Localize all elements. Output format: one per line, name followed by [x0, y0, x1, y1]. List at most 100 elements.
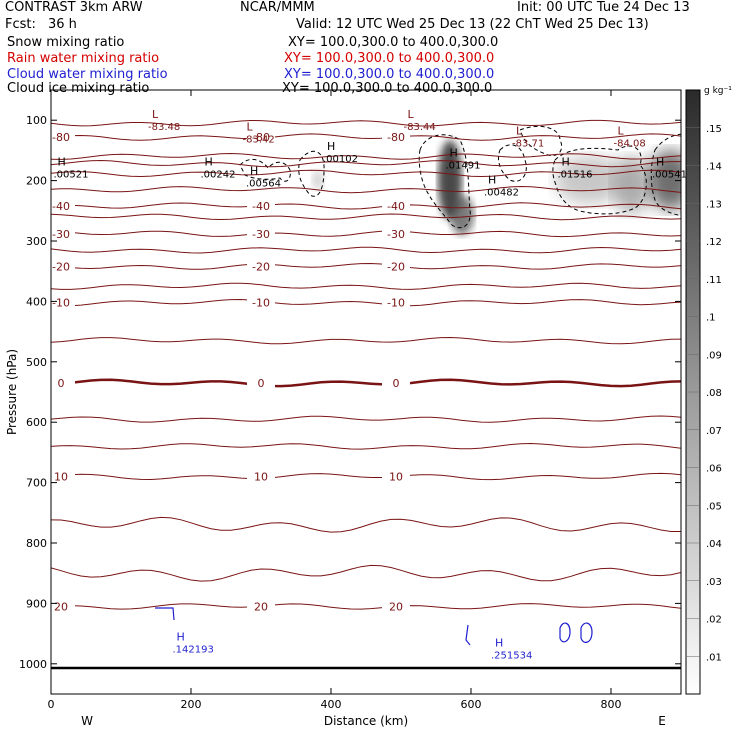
terrain-lines [51, 607, 681, 670]
y-tick-label: 100 [26, 114, 47, 127]
isotherm-line [51, 472, 681, 481]
isotherm-label-bg [382, 227, 410, 240]
extremum-kind: L [152, 108, 159, 121]
isotherm-label-bg [382, 296, 410, 309]
isotherm-label-bg [247, 296, 275, 309]
x-tick-label: 200 [181, 698, 202, 711]
isotherm-label-bg [51, 199, 75, 212]
isotherm-label-bg [51, 227, 75, 240]
west-label: W [81, 714, 93, 728]
isotherm-label-bg [382, 260, 410, 273]
extremum-value: .00102 [323, 154, 358, 165]
isotherm-label: -20 [252, 260, 270, 273]
isotherm-line [51, 202, 681, 210]
isotherm-label-bg [247, 131, 275, 144]
isotherm-label: -10 [387, 297, 405, 310]
legend-rain-xy: XY= 100.0,300.0 to 400.0,300.0 [284, 51, 495, 66]
isotherm-line [51, 262, 681, 270]
extremum-value: -83.42 [243, 134, 275, 145]
extremum-value: -83.71 [512, 139, 544, 150]
extremum-kind: L [408, 108, 415, 121]
isotherm-label: -30 [52, 228, 70, 241]
isotherm-label-bg [247, 470, 275, 483]
x-axis-label: Distance (km) [324, 714, 408, 728]
init-time: Init: 00 UTC Tue 24 Dec 13 [517, 0, 690, 15]
isotherm-label: -80 [387, 131, 405, 144]
isotherm-label: 0 [393, 377, 400, 390]
isotherm-label-bg [51, 470, 75, 483]
isotherm-line [51, 133, 681, 141]
isotherm-line [51, 298, 681, 307]
isotherm-label: 20 [389, 600, 403, 613]
extremum-kind: L [516, 125, 523, 138]
colorbar-tick-label: .12 [706, 237, 722, 248]
isotherm-line [51, 169, 681, 178]
isotherm-line [51, 282, 681, 290]
isotherm-label: -80 [52, 131, 70, 144]
model-title: CONTRAST 3km ARW [5, 0, 143, 15]
colorbar-tick-label: .09 [706, 350, 722, 361]
y-tick-label: 700 [26, 477, 47, 490]
extremum-kind: H [250, 164, 258, 177]
colorbar-tick-label: .14 [706, 162, 722, 173]
extremum-kind: H [562, 155, 570, 168]
colorbar-tick-label: .02 [706, 615, 722, 626]
colorbar-tick-label: .03 [706, 577, 722, 588]
extremum-kind: H [495, 637, 503, 650]
isotherm-label: 10 [254, 471, 268, 484]
isotherm-label-bg [382, 131, 410, 144]
extremum-value: .142193 [173, 645, 214, 656]
y-tick-label: 800 [26, 537, 47, 550]
y-tick-label: 500 [26, 356, 47, 369]
isotherm-label-bg [247, 199, 275, 212]
legend-cloudwater-xy: XY= 100.0,300.0 to 400.0,300.0 [284, 67, 495, 82]
extremum-kind: H [488, 173, 496, 186]
temperature-contours: -80 -80 -80 -80-40 -40 -40 -40-30 -30 -30 -30-20-… [51, 119, 681, 613]
extremum-value: .01516 [558, 169, 593, 180]
colorbar-unit: g kg⁻¹ [704, 86, 732, 96]
isotherm-label: 10 [54, 471, 68, 484]
isotherm-label: 20 [54, 600, 68, 613]
isotherm-label-bg [247, 376, 275, 389]
isotherm-label-bg [382, 199, 410, 212]
colorbar-tick-label: .08 [706, 388, 722, 399]
extremum-kind: L [247, 120, 254, 133]
x-tick-label: 0 [48, 698, 55, 711]
y-tick-label: 400 [26, 295, 47, 308]
extremum-value: -83.48 [148, 122, 180, 133]
isotherm-label: -10 [252, 297, 270, 310]
extremum-value: .00521 [54, 169, 89, 180]
colorbar-tick-label: .1 [706, 313, 716, 324]
extremum-kind: H [450, 146, 458, 159]
fcst-value: 36 h [48, 17, 77, 32]
extremum-value: .251534 [491, 651, 532, 662]
center-label: NCAR/MMM [240, 0, 315, 15]
legend-cloudice: Cloud ice mixing ratio [7, 81, 150, 96]
isotherm-label-bg [51, 296, 75, 309]
extremum-value: .00242 [201, 169, 236, 180]
x-tick-label: 400 [321, 698, 342, 711]
extremum-kind: H [327, 140, 335, 153]
colorbar-tick-label: .04 [706, 539, 722, 550]
isotherm-label: 20 [254, 600, 268, 613]
y-tick-label: 200 [26, 175, 47, 188]
y-axis-label: Pressure (hPa) [5, 349, 19, 435]
fcst-label: Fcst: [5, 17, 36, 32]
extremum-value: .00541 [652, 169, 687, 180]
isotherm-label: -80 [252, 131, 270, 144]
isotherm-label: -40 [52, 200, 70, 213]
extremum-value: -84.08 [614, 139, 646, 150]
isotherm-line [51, 516, 681, 533]
y-tick-label: 900 [26, 597, 47, 610]
colorbar-tick-label: .13 [706, 199, 722, 210]
x-tick-label: 600 [461, 698, 482, 711]
extremum-value: -83.44 [404, 122, 436, 133]
legend-snow: Snow mixing ratio [7, 35, 125, 50]
isotherm-label: -20 [387, 260, 405, 273]
isotherm-label: 0 [58, 377, 65, 390]
isotherm-line [51, 415, 681, 423]
isotherm-label-bg [247, 227, 275, 240]
extremum-kind: H [177, 631, 185, 644]
